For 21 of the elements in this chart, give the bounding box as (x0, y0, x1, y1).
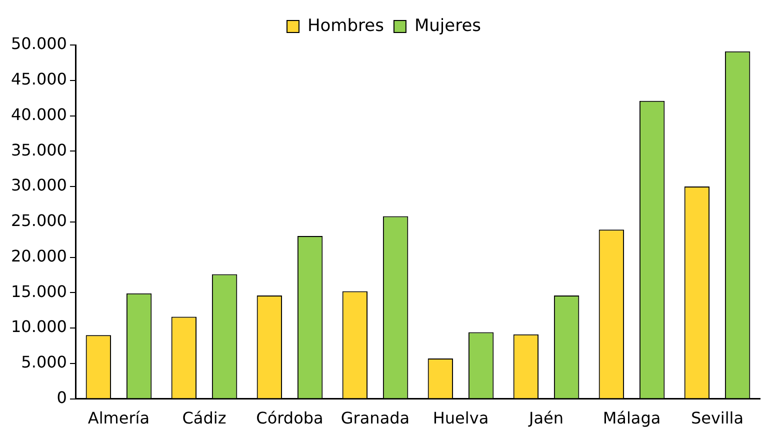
x-tick-label: Málaga (602, 408, 661, 428)
y-tick-label: 30.000 (11, 176, 67, 195)
x-tick-label: Cádiz (182, 408, 226, 428)
y-tick-label: 0 (56, 388, 67, 407)
y-tick-label: 5.000 (21, 352, 67, 372)
legend-label: Mujeres (414, 16, 482, 36)
y-tick-label: 15.000 (11, 282, 67, 301)
x-tick-label: Jaén (528, 408, 564, 428)
y-tick-label: 25.000 (11, 211, 67, 230)
y-tick-label: 40.000 (11, 104, 67, 124)
y-tick-label: 10.000 (11, 317, 67, 336)
x-tick-label: Almería (88, 408, 150, 428)
y-tick-label: 20.000 (11, 246, 67, 266)
y-tick-label: 35.000 (11, 140, 67, 160)
x-tick-label: Granada (340, 408, 410, 428)
x-tick-label: Córdoba (256, 408, 324, 428)
y-tick-label: 45.000 (11, 70, 67, 89)
y-tick-label: 50.000 (11, 34, 67, 54)
x-tick-label: Huelva (432, 408, 489, 428)
legend-label: Hombres (307, 16, 384, 36)
x-tick-label: Sevilla (690, 408, 744, 428)
